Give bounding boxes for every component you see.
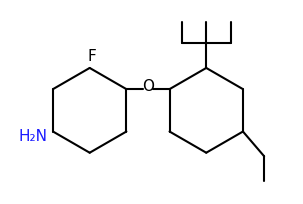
Text: O: O — [142, 79, 154, 94]
Text: H₂N: H₂N — [19, 128, 48, 143]
Text: F: F — [87, 48, 96, 63]
